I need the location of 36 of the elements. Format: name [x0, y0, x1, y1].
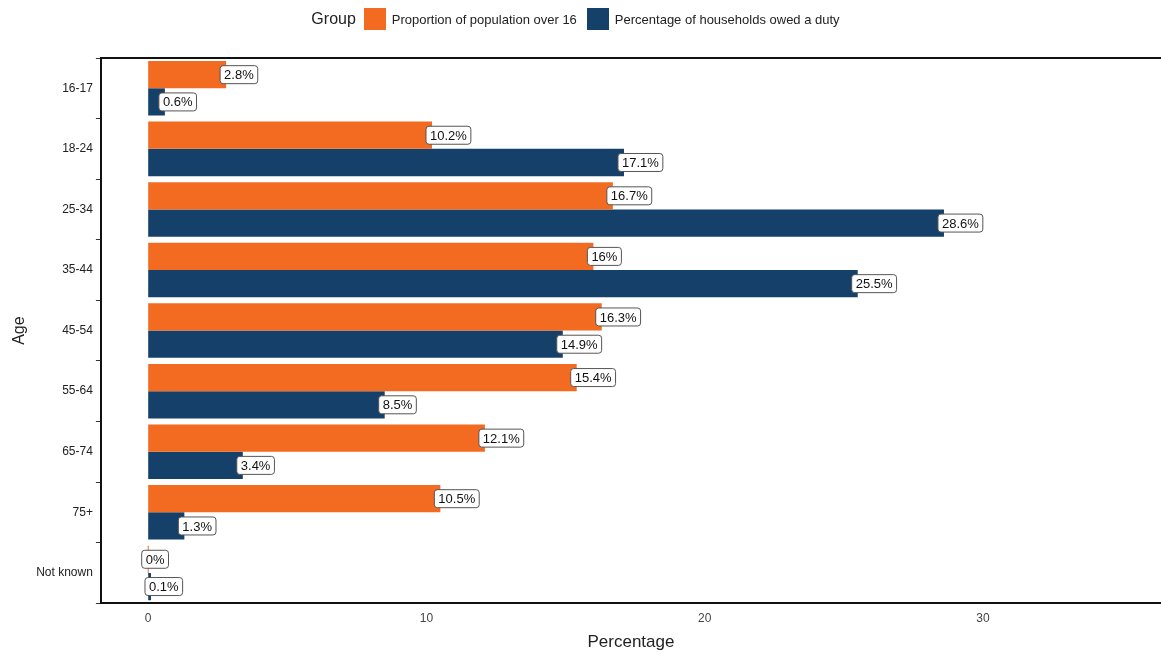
y-tick-label: Not known — [36, 565, 93, 580]
y-tick-label: 45-54 — [62, 322, 94, 337]
y-tick-label: 25-34 — [62, 201, 94, 216]
data-label: 10.2% — [430, 127, 468, 143]
data-label: 1.3% — [182, 518, 213, 534]
data-label: 3.4% — [240, 457, 271, 473]
data-label: 2.8% — [224, 67, 255, 83]
data-label: 15.4% — [574, 370, 612, 386]
data-label: 16% — [591, 248, 618, 264]
data-label: 16.3% — [599, 309, 638, 325]
data-label: 28.6% — [941, 215, 980, 231]
data-label: 0.6% — [162, 94, 193, 110]
x-tick-label: 20 — [698, 610, 712, 625]
data-label: 14.9% — [560, 336, 599, 352]
y-tick-label: 75+ — [72, 504, 93, 519]
data-label: 25.5% — [855, 276, 894, 292]
x-tick-label: 10 — [419, 610, 434, 625]
data-label: 16.7% — [610, 188, 649, 204]
x-tick-label: 0 — [144, 610, 152, 625]
y-axis-title: Age — [10, 316, 28, 345]
y-tick-label: 55-64 — [62, 383, 94, 398]
y-tick-label: 35-44 — [62, 262, 94, 277]
data-label: 8.5% — [382, 397, 413, 413]
y-tick-label: 18-24 — [62, 141, 94, 156]
data-label: 17.1% — [621, 155, 660, 171]
data-label: 0.1% — [148, 579, 180, 595]
legend-label: Proportion of population over 16 — [391, 11, 577, 27]
legend-title: Group — [311, 10, 356, 28]
data-label: 10.5% — [438, 491, 476, 507]
data-label: 0% — [145, 551, 165, 567]
legend-label: Percentage of households owed a duty — [614, 11, 840, 27]
y-tick-label: 65-74 — [62, 444, 94, 459]
data-label: 12.1% — [482, 430, 521, 446]
y-tick-label: 16-17 — [62, 80, 94, 95]
x-axis-title: Percentage — [587, 632, 675, 652]
x-tick-label: 30 — [976, 610, 990, 625]
